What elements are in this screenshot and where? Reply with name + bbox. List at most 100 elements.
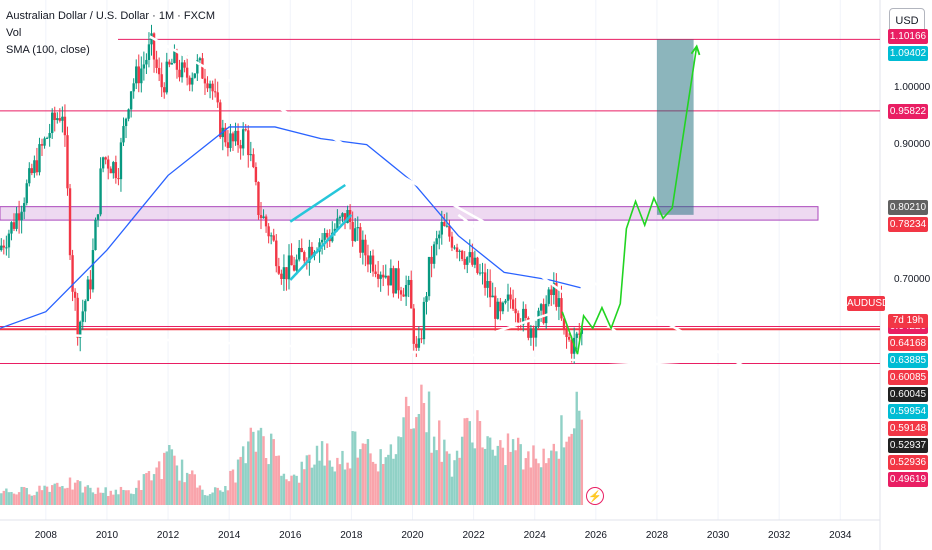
volume-bar [25, 487, 28, 505]
volume-bar [565, 441, 568, 505]
volume-bar [394, 454, 398, 505]
volume-bar [438, 420, 441, 505]
volume-bar [491, 449, 494, 505]
volume-bar [71, 489, 74, 505]
candle-body [509, 294, 512, 300]
candle-body [303, 252, 306, 261]
volume-bar [404, 396, 408, 505]
volume-bar [40, 490, 44, 505]
candle-body [193, 73, 196, 78]
candle-body [282, 267, 286, 279]
candle-body [570, 339, 573, 354]
candle-body [336, 218, 339, 229]
candle-body [544, 303, 548, 324]
volume-bar [76, 480, 79, 505]
candle-body [460, 250, 464, 259]
candle-body [155, 59, 158, 68]
candle-body [287, 255, 291, 280]
volume-bar [0, 493, 3, 505]
candle-body [458, 250, 461, 252]
candle-body [438, 234, 441, 239]
candle-body [440, 221, 443, 235]
candle-body [435, 238, 438, 245]
candle-body [63, 116, 67, 136]
volume-bar [376, 471, 380, 505]
candle-body [249, 154, 253, 156]
volume-bar [89, 487, 92, 505]
candle-body [280, 273, 283, 279]
volume-bar [28, 494, 31, 505]
volume-bar [109, 490, 112, 505]
volume-bar [308, 454, 311, 505]
candle-body [140, 68, 143, 84]
lightning-icon[interactable]: ⚡ [586, 487, 604, 505]
candle-body [539, 304, 543, 311]
candle-body [297, 247, 301, 260]
candle-body [310, 246, 314, 256]
candle-body [86, 279, 90, 301]
candle-body [272, 235, 275, 241]
candle-body [534, 326, 538, 338]
candle-body [81, 311, 84, 322]
chart-legend: Australian Dollar / U.S. Dollar · 1M · F… [6, 8, 215, 59]
volume-bar [356, 457, 359, 505]
candle-body [325, 232, 329, 238]
candle-body [343, 213, 347, 224]
candle-body [338, 216, 342, 219]
projection-arrowhead [690, 44, 701, 56]
volume-bar [486, 436, 489, 505]
candle-body [506, 294, 510, 301]
candle-body [252, 154, 255, 167]
candle-body [170, 63, 174, 65]
volume-bar [257, 430, 260, 505]
candle-body [578, 333, 581, 335]
candle-body [226, 142, 230, 148]
volume-bar [193, 474, 196, 505]
volume-bar [163, 452, 166, 505]
volume-bar [427, 391, 431, 505]
volume-bar [216, 487, 219, 505]
candle-body [216, 92, 219, 103]
volume-bar [17, 492, 21, 505]
candle-body [119, 142, 123, 180]
candle-body [323, 232, 326, 240]
candle-body [575, 333, 578, 338]
candle-body [547, 289, 550, 304]
candle-body [320, 239, 324, 243]
candle-body [374, 271, 377, 275]
volume-bar [560, 415, 563, 505]
price-axis-tick: 1.00000 [894, 81, 931, 93]
volume-bar [206, 495, 209, 505]
volume-bar [129, 493, 133, 505]
volume-bar [527, 451, 530, 505]
candle-body [22, 203, 26, 212]
candle-body [203, 78, 207, 84]
volume-bar [297, 482, 301, 505]
volume-bar [81, 492, 84, 505]
candle-body [104, 157, 107, 160]
volume-bar [445, 451, 449, 505]
candle-body [135, 66, 138, 84]
candle-body [229, 133, 232, 148]
volume-bar [280, 475, 283, 505]
volume-bar [38, 485, 41, 505]
volume-bar [341, 450, 344, 505]
candle-body [173, 51, 176, 64]
candle-body [71, 255, 74, 292]
volume-bar [448, 453, 451, 505]
candle-body [30, 168, 34, 174]
candle-body [127, 109, 130, 119]
candle-body [2, 245, 6, 248]
volume-bar [229, 470, 232, 505]
volume-bar [254, 451, 258, 505]
volume-bar [173, 455, 176, 505]
volume-bar [389, 444, 393, 505]
volume-bar [361, 443, 365, 505]
volume-bar [178, 480, 181, 505]
candle-body [473, 257, 477, 265]
x-tick-label: 2030 [707, 530, 730, 541]
volume-bar [476, 410, 479, 505]
volume-bar [338, 464, 342, 505]
volume-bar [157, 461, 161, 505]
